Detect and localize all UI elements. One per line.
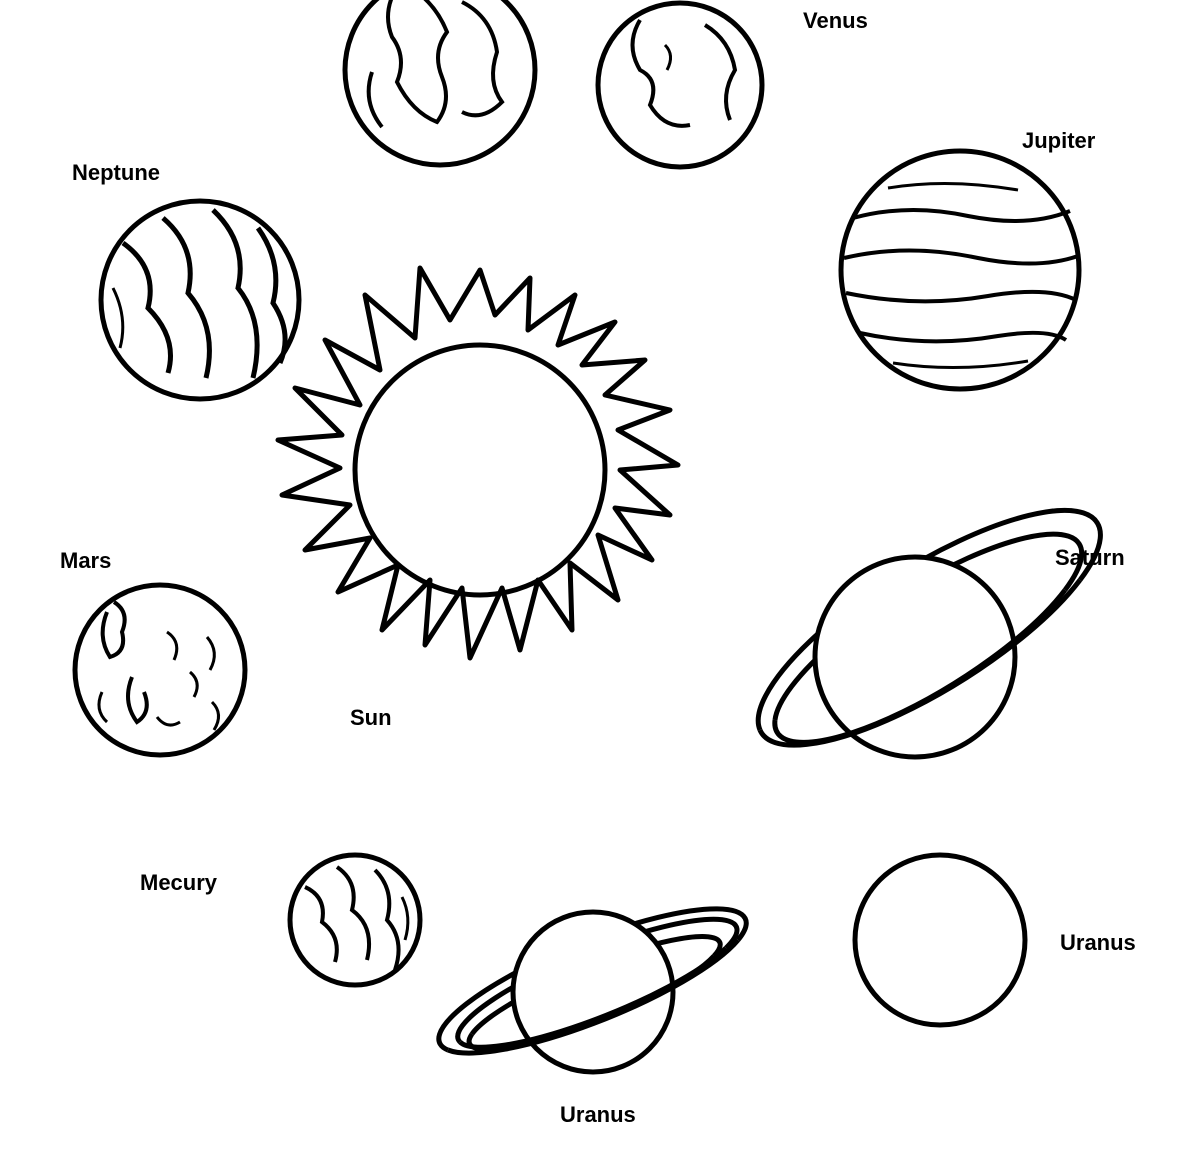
- sun-label: Sun: [350, 705, 392, 731]
- venus-label: Venus: [803, 8, 868, 34]
- uranus-plain: [852, 852, 1028, 1028]
- neptune: [98, 198, 302, 402]
- earth: [342, 0, 538, 168]
- jupiter: [838, 148, 1082, 392]
- venus: [595, 0, 765, 170]
- sun: [270, 260, 690, 680]
- mercury: [287, 852, 423, 988]
- saturn: [710, 485, 1130, 845]
- neptune-label: Neptune: [72, 160, 160, 186]
- mars-label: Mars: [60, 548, 111, 574]
- saturn-label: Saturn: [1055, 545, 1125, 571]
- uranus-plain-label: Uranus: [1060, 930, 1136, 956]
- mars: [72, 582, 248, 758]
- uranus-ringed: [418, 870, 768, 1120]
- mercury-label: Mecury: [140, 870, 217, 896]
- uranus-ringed-label: Uranus: [560, 1102, 636, 1128]
- jupiter-label: Jupiter: [1022, 128, 1095, 154]
